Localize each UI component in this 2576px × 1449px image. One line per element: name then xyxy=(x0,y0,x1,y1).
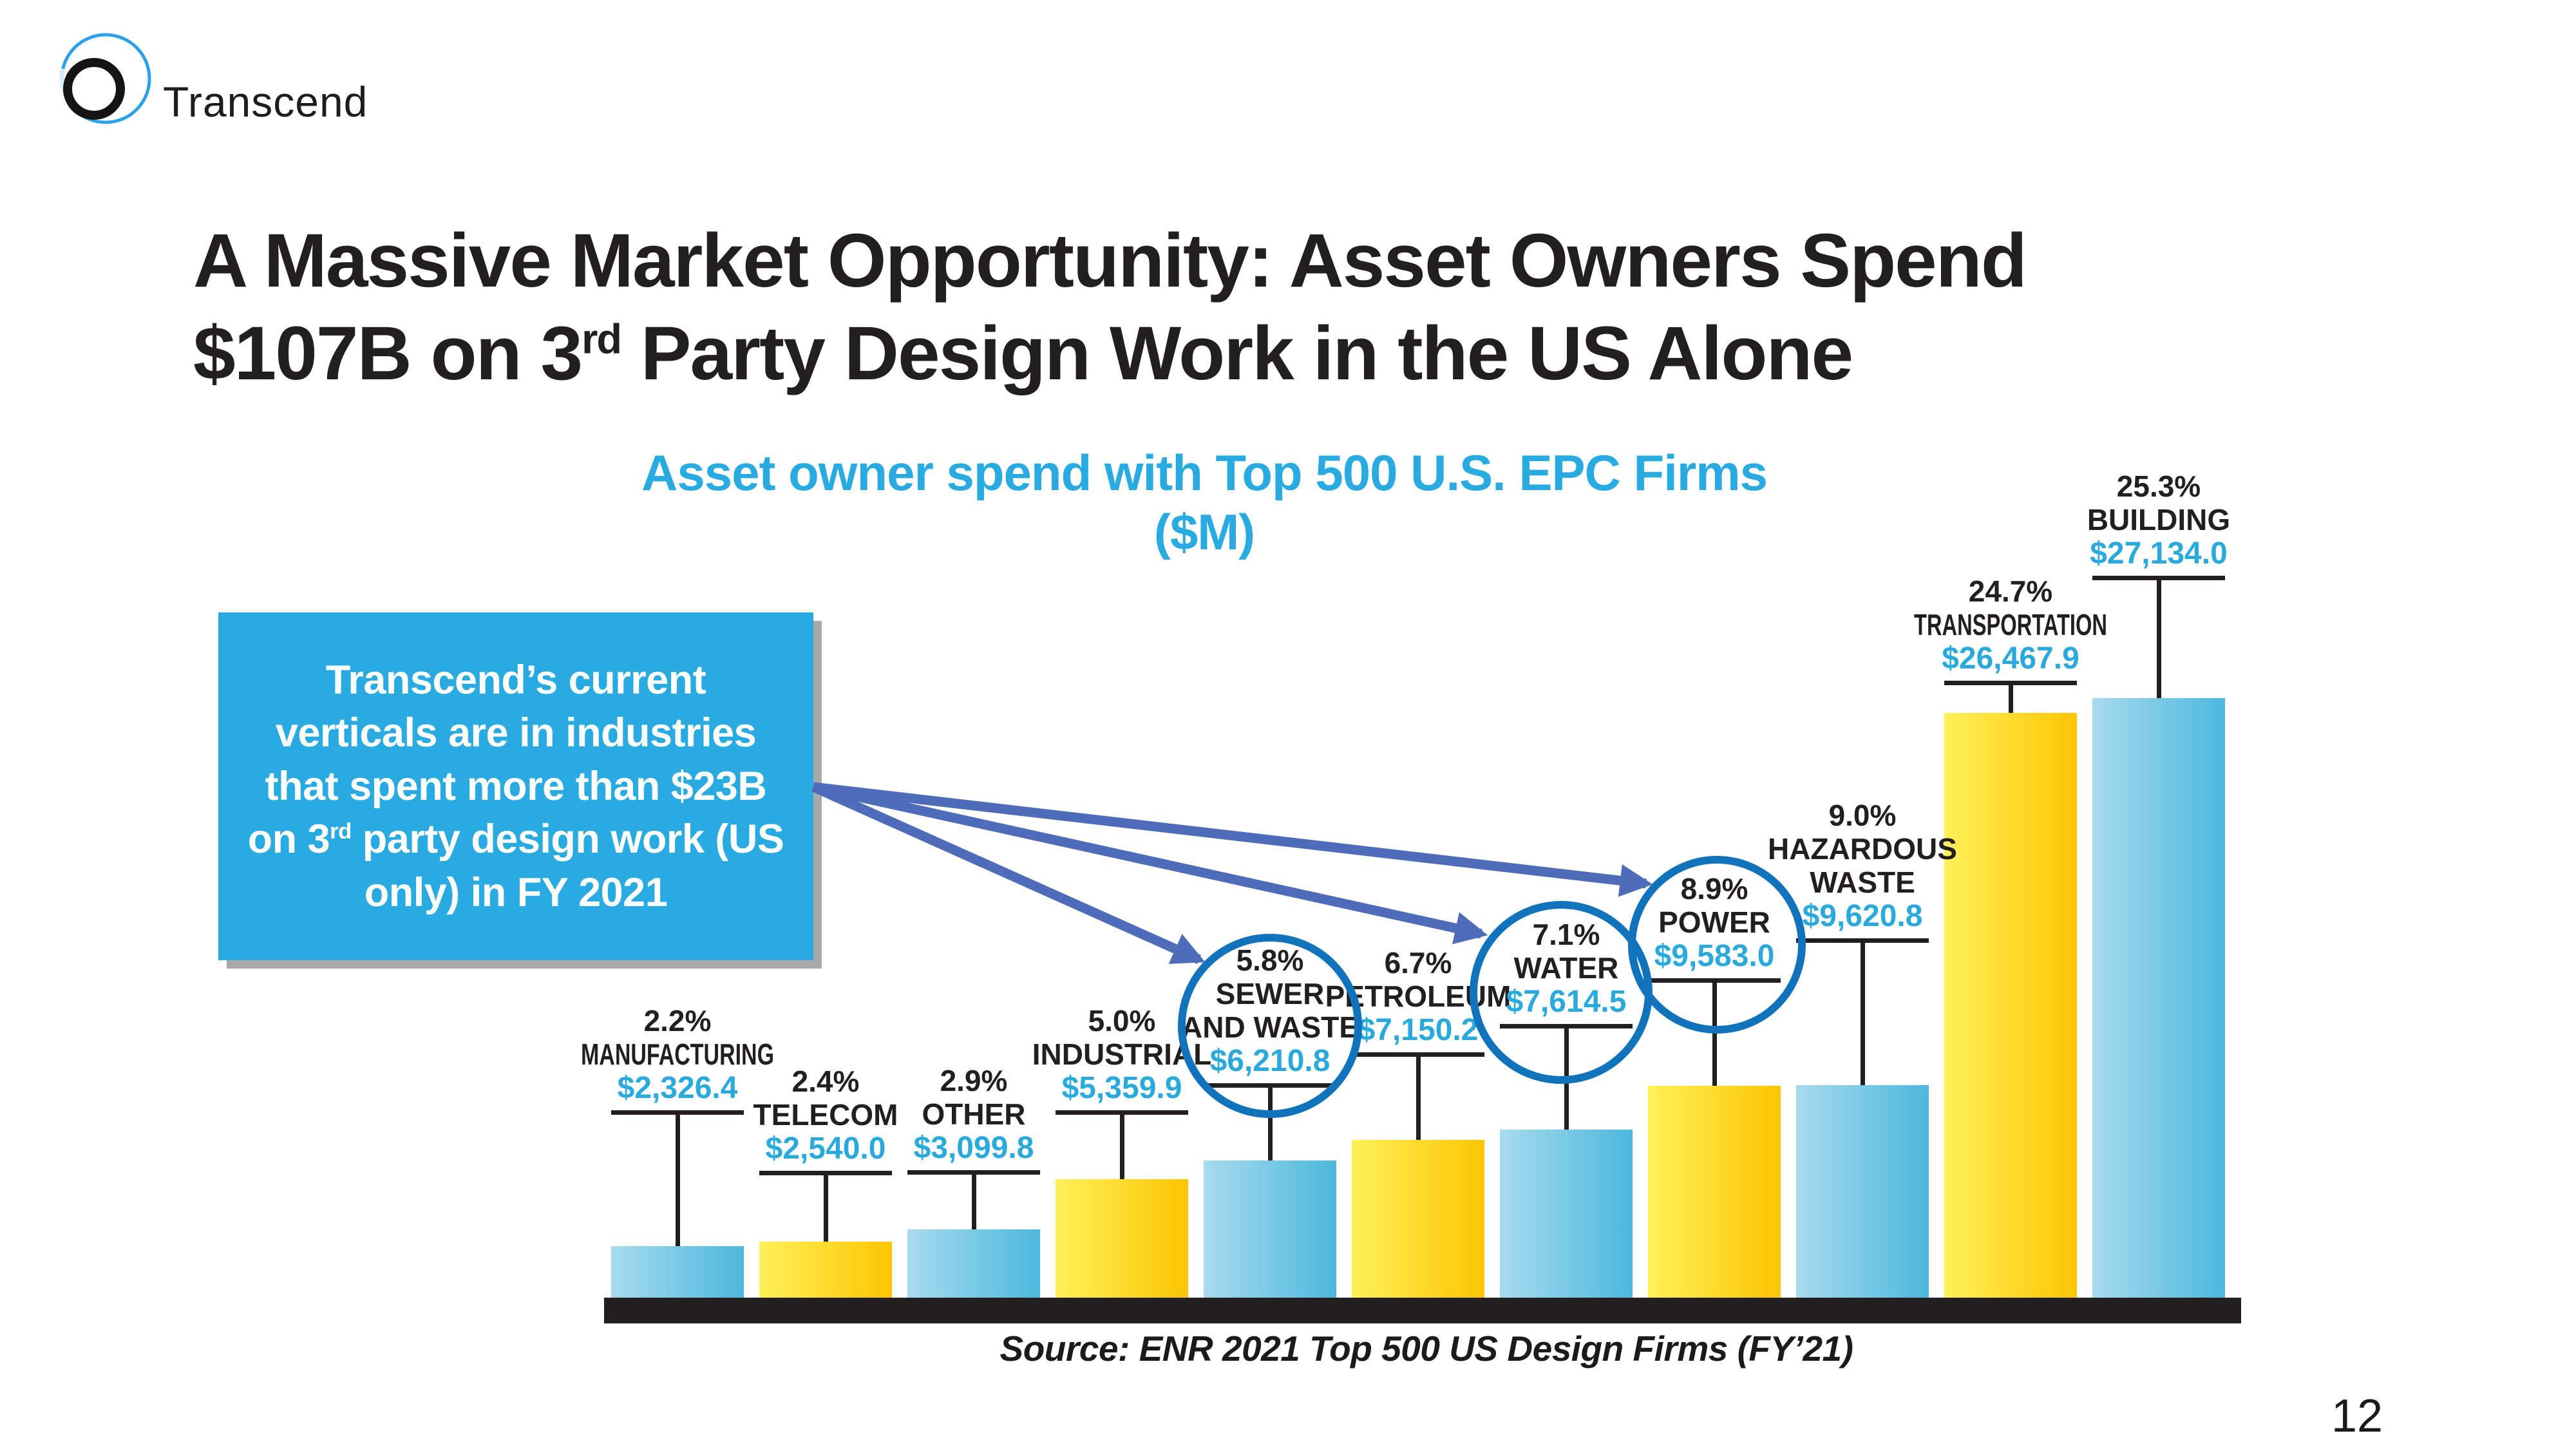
label-value-sewer-waste: $6,210.8 xyxy=(1210,1044,1331,1078)
logo-mark-icon xyxy=(59,33,151,124)
callout-arrow-2 xyxy=(812,782,1488,945)
bar-other xyxy=(907,1229,1040,1298)
label-name-telecom: TELECOM xyxy=(753,1098,898,1132)
connector-manufacturing xyxy=(676,1112,680,1246)
bar-hazardous-waste xyxy=(1796,1085,1929,1298)
label-value-building: $27,134.0 xyxy=(2090,536,2228,571)
bar-industrial xyxy=(1056,1179,1188,1298)
bar-petroleum xyxy=(1352,1140,1484,1298)
highlight-circle-sewer-waste xyxy=(1178,934,1362,1118)
callout-box: Transcend’s current verticals are in ind… xyxy=(218,612,813,960)
label-name-hazardous-waste: WASTE xyxy=(1810,866,1915,899)
bar-water xyxy=(1500,1130,1633,1298)
transcend-logo: Transcend xyxy=(57,31,443,140)
label-value-industrial: $5,359.9 xyxy=(1062,1071,1182,1105)
bar-telecom xyxy=(759,1242,892,1298)
label-pct-other: 2.9% xyxy=(940,1064,1008,1097)
label-name-sewer-waste: SEWER xyxy=(1216,977,1325,1010)
label-pct-hazardous-waste: 9.0% xyxy=(1829,799,1897,832)
label-name-hazardous-waste: HAZARDOUS xyxy=(1768,832,1957,866)
connector-other xyxy=(972,1172,976,1229)
label-pct-power: 8.9% xyxy=(1681,872,1748,905)
label-name-building: BUILDING xyxy=(2087,503,2230,536)
label-name-manufacturing: MANUFACTURING xyxy=(581,1037,774,1071)
page-number: 12 xyxy=(2331,1390,2383,1442)
label-value-water: $7,614.5 xyxy=(1506,985,1627,1019)
bars-group xyxy=(611,698,2225,1298)
label-value-hazardous-waste: $9,620.8 xyxy=(1803,899,1923,933)
axis-group xyxy=(604,1298,2241,1323)
slide-title-line1: A Massive Market Opportunity: Asset Owne… xyxy=(193,218,2027,304)
callout-arrow-3 xyxy=(813,782,1653,897)
bar-sewer-waste xyxy=(1204,1160,1336,1298)
logo-wordmark: Transcend xyxy=(163,78,368,126)
callout-arrows-group xyxy=(811,782,1653,964)
callout-arrow-1 xyxy=(811,782,1206,964)
label-value-transportation: $26,467.9 xyxy=(1942,641,2079,676)
label-name-transportation: TRANSPORTATION xyxy=(1914,608,2107,641)
label-pct-building: 25.3% xyxy=(2117,469,2201,503)
x-axis-bar xyxy=(604,1298,2241,1323)
label-pct-telecom: 2.4% xyxy=(792,1065,860,1098)
label-pct-petroleum: 6.7% xyxy=(1385,946,1452,980)
chart-title-units: ($M) xyxy=(1153,504,1255,561)
label-pct-sewer-waste: 5.8% xyxy=(1236,943,1304,977)
label-pct-manufacturing: 2.2% xyxy=(644,1004,712,1037)
label-pct-water: 7.1% xyxy=(1533,918,1600,951)
label-pct-industrial: 5.0% xyxy=(1088,1004,1156,1037)
ordinal-superscript: rd xyxy=(330,819,352,844)
connector-telecom xyxy=(824,1173,828,1242)
label-name-other: OTHER xyxy=(922,1097,1026,1131)
highlight-circle-power xyxy=(1628,856,1806,1034)
label-value-telecom: $2,540.0 xyxy=(766,1132,886,1166)
label-name-sewer-waste: AND WASTE xyxy=(1181,1010,1359,1044)
label-value-other: $3,099.8 xyxy=(914,1131,1034,1165)
label-value-power: $9,583.0 xyxy=(1654,939,1775,973)
connector-transportation xyxy=(2009,683,2013,713)
chart-title: Asset owner spend with Top 500 U.S. EPC … xyxy=(547,443,1861,562)
callout-text: Transcend’s current verticals are in ind… xyxy=(247,657,784,915)
connector-industrial xyxy=(1120,1112,1124,1179)
ordinal-superscript: rd xyxy=(582,315,622,363)
chart-title-line1: Asset owner spend with Top 500 U.S. EPC … xyxy=(641,444,1768,501)
highlight-circles-group xyxy=(1178,856,1806,1118)
bar-transportation xyxy=(1944,713,2077,1298)
bar-manufacturing xyxy=(611,1246,744,1298)
bar-power xyxy=(1648,1086,1781,1298)
connector-petroleum xyxy=(1416,1054,1421,1140)
label-pct-transportation: 24.7% xyxy=(1969,574,2052,608)
connector-hazardous-waste xyxy=(1861,940,1865,1085)
connector-sewer-waste xyxy=(1268,1085,1273,1160)
label-value-petroleum: $7,150.2 xyxy=(1358,1013,1479,1047)
slide-title-line2: $107B on 3rd Party Design Work in the US… xyxy=(193,311,1853,396)
source-note: Source: ENR 2021 Top 500 US Design Firms… xyxy=(999,1329,1853,1368)
label-name-water: WATER xyxy=(1514,951,1619,985)
label-value-manufacturing: $2,326.4 xyxy=(618,1071,738,1105)
connector-building xyxy=(2157,578,2161,698)
bar-building xyxy=(2092,698,2225,1298)
label-name-power: POWER xyxy=(1658,905,1770,939)
slide-title: A Massive Market Opportunity: Asset Owne… xyxy=(193,215,2396,401)
